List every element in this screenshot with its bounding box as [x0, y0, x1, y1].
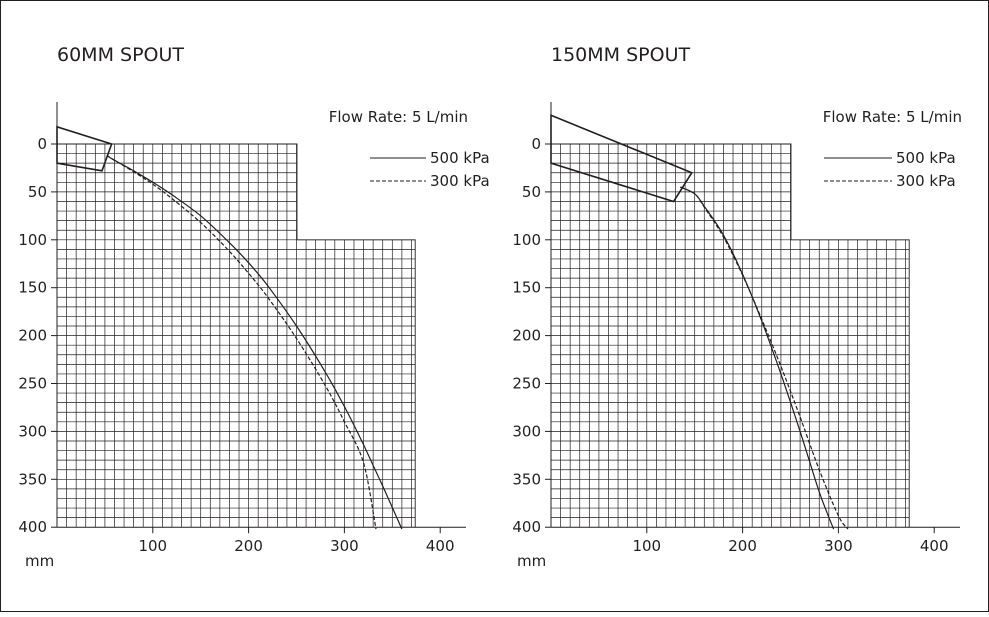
x-tick-label: 200	[234, 537, 263, 555]
axes	[550, 102, 960, 528]
y-tick-label: 100	[512, 231, 541, 249]
x-tick-label: 100	[632, 537, 661, 555]
x-tick-label: 400	[426, 537, 455, 555]
y-tick-label: 300	[18, 422, 47, 440]
y-tick-label: 0	[37, 135, 47, 153]
y-tick-label: 50	[28, 183, 47, 201]
flow-rate-annotation: Flow Rate: 5 L/min	[823, 108, 962, 126]
legend-label-500kpa: 500 kPa	[896, 149, 956, 167]
spout-shape	[56, 125, 113, 172]
grid	[57, 143, 416, 528]
series-lines	[680, 186, 849, 530]
tick-labels: 0 50 100 150 200 250 300 350 400 100 200 300 400	[512, 135, 948, 555]
spout-outline	[550, 114, 693, 203]
x-tick-label: 200	[728, 537, 757, 555]
tick-labels: 0 50 100 150 200 250 300 350 400 100 200 300 400	[18, 135, 454, 555]
flow-rate-annotation: Flow Rate: 5 L/min	[329, 108, 468, 126]
y-tick-label: 400	[512, 518, 541, 536]
unit-label: mm	[25, 552, 54, 570]
x-tick-label: 300	[330, 537, 359, 555]
unit-label: mm	[517, 552, 546, 570]
y-tick-label: 300	[512, 422, 541, 440]
legend-label-300kpa: 300 kPa	[430, 172, 490, 190]
y-tick-label: 350	[512, 470, 541, 488]
x-tick-label: 400	[920, 537, 949, 555]
y-tick-label: 200	[18, 327, 47, 345]
x-tick-label: 300	[824, 537, 853, 555]
y-tick-label: 250	[18, 375, 47, 393]
spout-shape	[550, 114, 693, 203]
axes	[56, 102, 466, 528]
spout-outline	[56, 125, 113, 172]
y-tick-label: 400	[18, 518, 47, 536]
y-tick-label: 350	[18, 470, 47, 488]
series-lines	[106, 154, 403, 530]
panel-60mm-spout: 60MM SPOUT Flow Rate: 5 L/min mm 0 50 100 1…	[18, 44, 489, 570]
panel-title: 60MM SPOUT	[57, 44, 184, 66]
legend: 500 kPa 300 kPa	[824, 149, 956, 190]
y-tick-label: 100	[18, 231, 47, 249]
legend: 500 kPa 300 kPa	[370, 149, 490, 190]
series-line-300-kpa	[106, 154, 377, 530]
series-line-300-kpa	[680, 186, 849, 530]
panel-150mm-spout: 150MM SPOUT Flow Rate: 5 L/min mm 0 50 100…	[512, 44, 962, 570]
y-tick-label: 150	[18, 279, 47, 297]
y-tick-label: 0	[531, 135, 541, 153]
grid-outline	[57, 143, 416, 528]
y-tick-label: 250	[512, 375, 541, 393]
grid-outline	[551, 143, 910, 528]
legend-label-500kpa: 500 kPa	[430, 149, 490, 167]
y-tick-label: 50	[522, 183, 541, 201]
legend-label-300kpa: 300 kPa	[896, 172, 956, 190]
x-tick-label: 100	[138, 537, 167, 555]
series-line-500-kpa	[106, 154, 403, 530]
grid	[551, 143, 910, 528]
y-tick-label: 150	[512, 279, 541, 297]
panel-title: 150MM SPOUT	[551, 44, 690, 66]
y-tick-label: 200	[512, 327, 541, 345]
